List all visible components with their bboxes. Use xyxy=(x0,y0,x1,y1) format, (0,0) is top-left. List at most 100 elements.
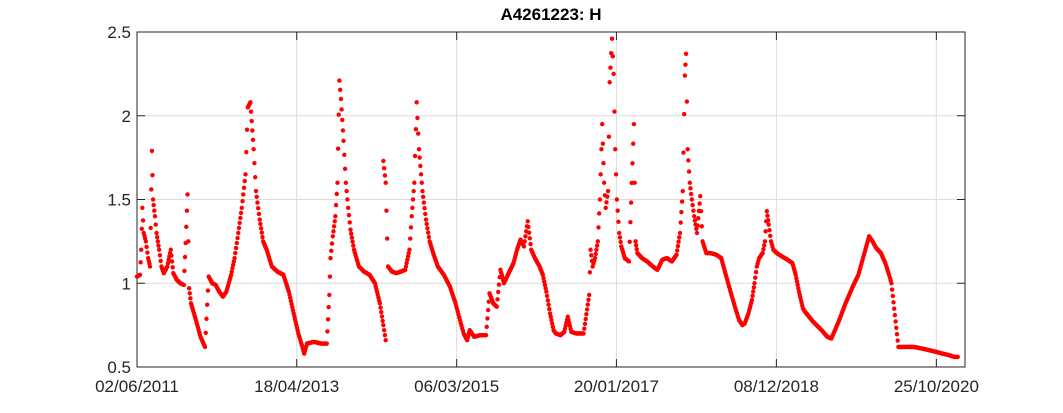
data-point xyxy=(677,230,683,236)
data-point xyxy=(329,248,334,254)
data-point xyxy=(893,319,898,324)
data-point xyxy=(343,180,349,185)
data-point xyxy=(332,219,337,224)
y-tick-label: 0.5 xyxy=(107,358,131,377)
data-point xyxy=(614,197,620,202)
data-point xyxy=(628,200,634,205)
data-point xyxy=(345,205,351,211)
data-point xyxy=(597,197,603,202)
data-point xyxy=(631,121,637,127)
data-point xyxy=(688,191,694,197)
data-point xyxy=(417,155,422,160)
y-tick-label: 2 xyxy=(122,107,131,126)
data-point xyxy=(406,250,411,256)
data-point xyxy=(424,221,429,227)
data-point xyxy=(187,291,192,296)
data-point xyxy=(416,147,422,152)
data-point xyxy=(627,239,632,245)
data-point xyxy=(599,147,604,152)
data-point xyxy=(680,188,685,194)
data-point xyxy=(379,314,385,319)
data-point xyxy=(609,36,615,41)
data-point xyxy=(633,239,638,244)
data-point xyxy=(188,296,193,301)
data-point xyxy=(204,316,209,321)
data-point xyxy=(348,227,353,232)
data-point xyxy=(608,65,613,70)
data-point xyxy=(412,153,418,159)
data-point xyxy=(138,260,143,265)
data-point xyxy=(600,121,605,127)
data-point xyxy=(156,247,162,252)
data-point xyxy=(381,158,386,164)
data-point xyxy=(237,220,242,226)
axis-ticks xyxy=(136,31,965,368)
data-point xyxy=(150,197,156,202)
data-point xyxy=(891,300,896,305)
x-tick-labels: 02/06/2011 18/04/2013 06/03/2015 20/01/2017… xyxy=(95,377,979,396)
data-point xyxy=(677,235,682,240)
data-point xyxy=(630,161,635,166)
data-point xyxy=(185,192,190,197)
data-point xyxy=(550,324,556,329)
data-point xyxy=(423,211,428,217)
data-point xyxy=(543,286,548,291)
data-point xyxy=(586,292,592,298)
data-point xyxy=(598,172,603,177)
x-tick-label: 08/12/2018 xyxy=(734,377,819,396)
data-point xyxy=(157,253,163,258)
data-point xyxy=(548,314,553,319)
data-point xyxy=(240,198,245,204)
data-point xyxy=(422,206,427,211)
data-point xyxy=(894,331,900,337)
data-point xyxy=(331,224,337,229)
data-point xyxy=(202,344,208,350)
data-point xyxy=(166,257,171,262)
data-point xyxy=(259,230,265,235)
data-point xyxy=(205,302,210,307)
y-tick-label: 2.5 xyxy=(107,23,131,42)
data-point xyxy=(251,147,256,152)
data-point xyxy=(404,260,409,266)
data-point xyxy=(403,267,408,273)
data-point xyxy=(684,99,690,104)
data-point xyxy=(890,293,896,299)
data-point xyxy=(768,233,773,238)
data-point xyxy=(605,188,611,194)
data-point xyxy=(329,241,335,246)
data-point xyxy=(750,293,755,299)
data-point xyxy=(683,62,688,67)
data-point xyxy=(628,220,633,225)
data-point xyxy=(542,282,548,288)
data-point xyxy=(753,275,758,280)
data-point xyxy=(144,244,149,250)
data-point xyxy=(382,332,388,338)
data-point xyxy=(408,236,413,241)
data-point xyxy=(691,208,696,213)
data-point xyxy=(545,298,551,303)
data-point xyxy=(186,239,191,244)
data-point xyxy=(234,240,239,246)
data-point xyxy=(767,228,772,233)
data-point xyxy=(181,282,187,288)
data-point xyxy=(763,229,768,234)
data-point xyxy=(686,158,691,163)
data-point xyxy=(410,197,416,202)
data-point xyxy=(338,96,344,102)
data-point xyxy=(698,193,703,199)
data-point xyxy=(156,243,161,248)
data-point xyxy=(764,209,770,214)
data-point xyxy=(762,239,768,244)
data-point xyxy=(547,311,553,316)
x-tick-label: 18/04/2013 xyxy=(254,377,339,396)
data-point xyxy=(330,234,336,239)
data-point xyxy=(151,202,156,208)
data-point xyxy=(143,239,149,244)
data-point xyxy=(235,235,240,241)
data-point xyxy=(611,71,616,77)
data-point xyxy=(525,219,530,224)
data-point xyxy=(381,322,386,328)
data-point xyxy=(634,246,639,252)
data-point xyxy=(425,230,431,235)
data-point xyxy=(760,250,765,256)
